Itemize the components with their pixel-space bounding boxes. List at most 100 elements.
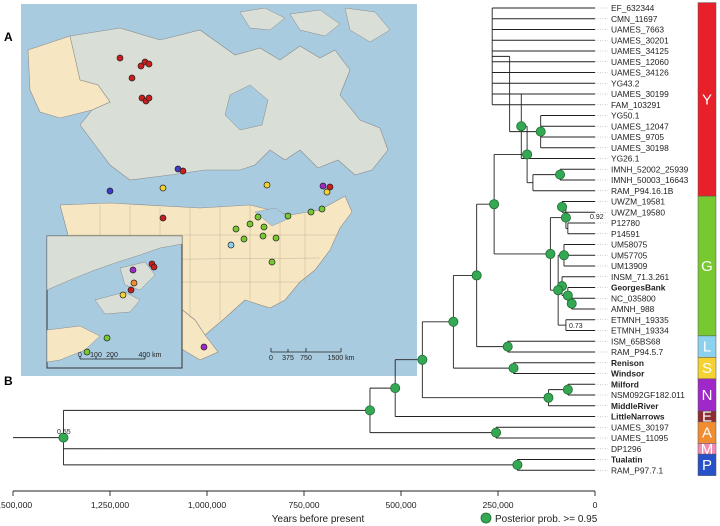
posterior-node [508,363,519,374]
inset-points [83,260,158,356]
arctic-island [289,9,341,37]
tip-label: UWZM_19580 [611,207,665,217]
scale-label: 1500 km [328,355,355,362]
tip-label: ETMNH_19334 [611,326,669,336]
posterior-node [558,250,569,261]
sample-point [179,167,187,175]
posterior-node [471,270,482,281]
sample-point [240,235,248,243]
map-scale-bar: 0 375 750 1500 km [269,348,355,362]
clade-letter: M [701,441,714,458]
inset-peninsula [94,291,141,315]
clade-letter: E [702,409,712,426]
sample-point [227,241,235,249]
tip-label: P14591 [611,229,640,239]
sample-point [319,182,327,190]
inset-scale-label: 0 [78,352,82,359]
hudson-bay [224,84,269,131]
tip-label: CMN_11697 [611,14,658,24]
sample-point [232,225,240,233]
sample-points [106,54,334,351]
inset-island [119,261,156,291]
sample-point [129,266,137,274]
sample-point [272,234,280,242]
posterior-node [557,201,568,212]
axis-tick-label: 1,250,000 [91,500,129,510]
sample-point [145,60,153,68]
tip-label: Tualatin [611,455,642,465]
tip-label: LittleNarrows [611,412,665,422]
sample-point [103,334,111,342]
panel-label-b: B [4,374,13,388]
tip-label: AMNH_988 [611,304,655,314]
scale-label: 750 [300,355,312,362]
support-label: 0.73 [569,323,583,330]
sample-point [159,184,167,192]
axis-tick-label: 500,000 [385,500,416,510]
sample-point [318,205,326,213]
sample-point [128,74,136,82]
sample-point [83,348,91,356]
axis-tick-label: 1,000,000 [188,500,226,510]
tip-label: UAMES_34125 [611,46,669,56]
sample-point [263,181,271,189]
sample-point [106,187,114,195]
tip-label: Renison [611,358,644,368]
tip-label: ISM_65BS68 [611,336,661,346]
tip-label: NC_035800 [611,293,656,303]
clade-letter: A [702,425,712,442]
tip-label: P12780 [611,218,640,228]
tip-label: FAM_103291 [611,100,661,110]
tip-label: YG26.1 [611,154,640,164]
greenland [344,7,391,43]
tip-label: UAMES_12047 [611,121,669,131]
tip-label: UAMES_30199 [611,89,669,99]
support-label: 0.55 [57,429,71,436]
sample-point [145,94,153,102]
support-label: 0.92 [590,214,604,221]
tip-label: EF_632344 [611,3,655,13]
posterior-node [417,354,428,365]
posterior-node [560,212,571,223]
inset-map: 0 100 200 400 km [46,235,183,369]
sample-point [254,213,262,221]
tip-label: UAMES_12060 [611,57,669,67]
alaska-landmass [27,35,111,119]
tip-label: Milford [611,379,639,389]
inset-scale-label: 400 km [139,352,162,359]
clade-letter: P [702,457,712,474]
inset-scale-label: 100 [90,352,102,359]
tip-labels: EF_632344CMN_11697UAMES_7663UAMES_30201U… [611,3,689,475]
tip-label: UM58075 [611,240,648,250]
tip-label: UM13909 [611,261,648,271]
posterior-node [555,169,566,180]
tip-label: UAMES_9705 [611,132,664,142]
phylogeny [13,7,608,471]
tip-label: IMNH_52002_25939 [611,164,689,174]
tip-label: UAMES_11095 [611,433,668,443]
sample-point [284,212,292,220]
axis-tick-label: 250,000 [482,500,513,510]
posterior-node [562,290,573,301]
tip-label: GeorgesBank [611,283,666,293]
posterior-node [502,341,513,352]
clade-letter: Y [702,91,712,108]
sample-point [259,232,267,240]
gulf-of-mexico [225,308,285,345]
tip-label: DP1296 [611,444,642,454]
axis-tick-label: 750,000 [288,500,319,510]
sample-point [116,54,124,62]
tip-label: IMNH_50003_16643 [611,175,689,185]
sample-point [246,220,254,228]
posterior-node [489,199,500,210]
legend-node-icon [480,512,492,524]
clade-letter: N [702,387,713,404]
posterior-node [448,316,459,327]
posterior-node [364,405,375,416]
tip-label: UAMES_30198 [611,143,669,153]
time-axis: 1,500,000 1,250,000 1,000,000 750,000 500,00… [0,490,598,510]
tip-label: MiddleRiver [611,401,659,411]
tip-label: YG50.1 [611,111,640,121]
